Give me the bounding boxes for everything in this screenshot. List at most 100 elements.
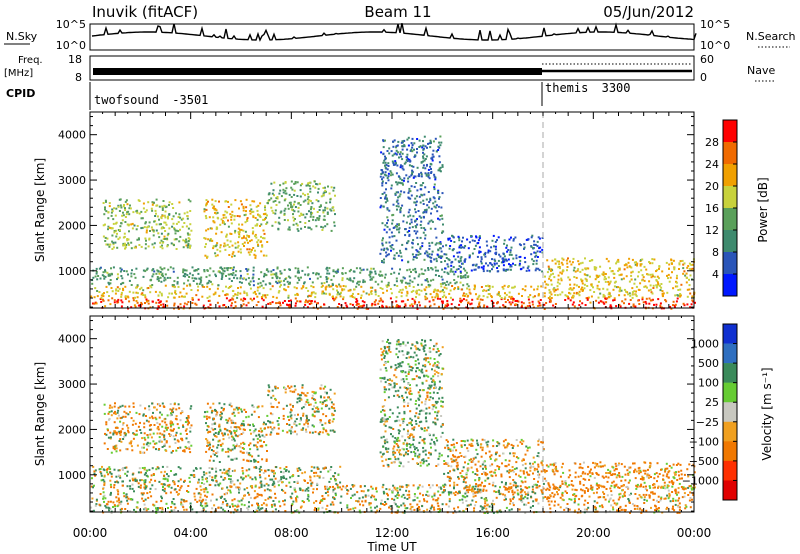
power-cell [299,221,302,223]
power-cell [420,283,423,286]
velocity-cell [301,500,304,502]
power-cell [412,256,415,258]
power-cell [91,282,94,285]
power-cell [518,262,521,265]
velocity-cell [641,509,644,512]
power-cell [485,262,487,265]
power-cell [421,242,424,245]
power-cell [554,289,557,292]
power-cell [556,260,559,263]
velocity-cell [334,479,337,482]
power-cell [259,202,262,205]
velocity-cell [332,485,334,488]
power-cell [409,197,412,200]
velocity-cell [386,498,389,501]
power-cell [381,180,384,183]
velocity-cell [265,503,268,506]
power-cell [416,166,419,169]
power-cell [513,285,516,288]
power-cell [212,207,215,209]
power-cell [120,299,123,302]
velocity-cell [212,479,215,482]
velocity-cell [156,508,159,511]
power-cell [224,248,227,251]
power-cell [580,278,583,281]
power-cell [133,246,136,249]
power-cell [526,305,529,308]
velocity-cell [370,496,373,499]
power-cell [181,295,183,298]
power-cell [398,231,401,234]
power-cell [283,214,286,216]
power-cell [158,272,161,275]
velocity-cell [284,499,286,502]
velocity-cell [394,495,397,498]
velocity-cell [243,504,246,507]
power-cell [277,227,280,230]
power-cell [439,135,442,138]
power-cell [253,297,255,300]
power-cell [550,269,552,272]
power-cell [122,289,125,292]
power-cell [113,301,116,304]
velocity-cell [562,499,565,502]
power-y-tick-label: 2000 [58,219,86,232]
velocity-cell [381,503,384,505]
power-cell [114,241,117,244]
velocity-cell [588,495,591,498]
power-cell [384,273,387,276]
power-cell [278,201,281,204]
power-cell [124,247,126,250]
power-cell [160,303,162,306]
power-cell [385,284,388,287]
velocity-cell [253,490,256,493]
power-cell [446,271,449,274]
power-cell [234,305,237,308]
velocity-cell [161,488,164,491]
power-cell [269,288,272,291]
power-cell [183,222,186,224]
power-cell [510,265,513,268]
power-cell [639,259,642,262]
power-cell [449,289,452,292]
power-cell [221,220,224,222]
power-cell [163,227,166,229]
velocity-cell [182,506,185,509]
power-cell [111,208,114,211]
power-cell [212,205,215,208]
power-cell [415,200,418,203]
power-cell [486,244,489,247]
power-cell [630,278,633,281]
power-cell [439,166,442,169]
velocity-cell [160,500,163,503]
velocity-cell [232,470,235,472]
power-cell [214,292,217,295]
power-cell [389,174,392,177]
power-cell [603,302,606,305]
power-cell [309,295,312,298]
power-cell [246,239,248,242]
velocity-cell [678,508,681,511]
power-cell [137,237,140,240]
power-cell [465,293,468,296]
power-cell [114,214,117,217]
power-cell [468,288,471,291]
power-cell [389,288,392,290]
velocity-cell [324,492,327,494]
power-cell [548,291,551,294]
power-cell [437,249,440,252]
power-cell [474,285,476,288]
power-cell [303,282,305,285]
velocity-cell [674,499,677,502]
velocity-cell [307,495,310,498]
power-cell [173,302,176,305]
power-cell [214,273,217,276]
velocity-cell [461,501,464,504]
velocity-cell [161,483,164,486]
power-cell [385,255,388,258]
velocity-cell [223,510,226,513]
power-cell [212,216,215,219]
power-cell [393,139,396,142]
power-cell [118,287,121,290]
velocity-cell [94,474,97,477]
